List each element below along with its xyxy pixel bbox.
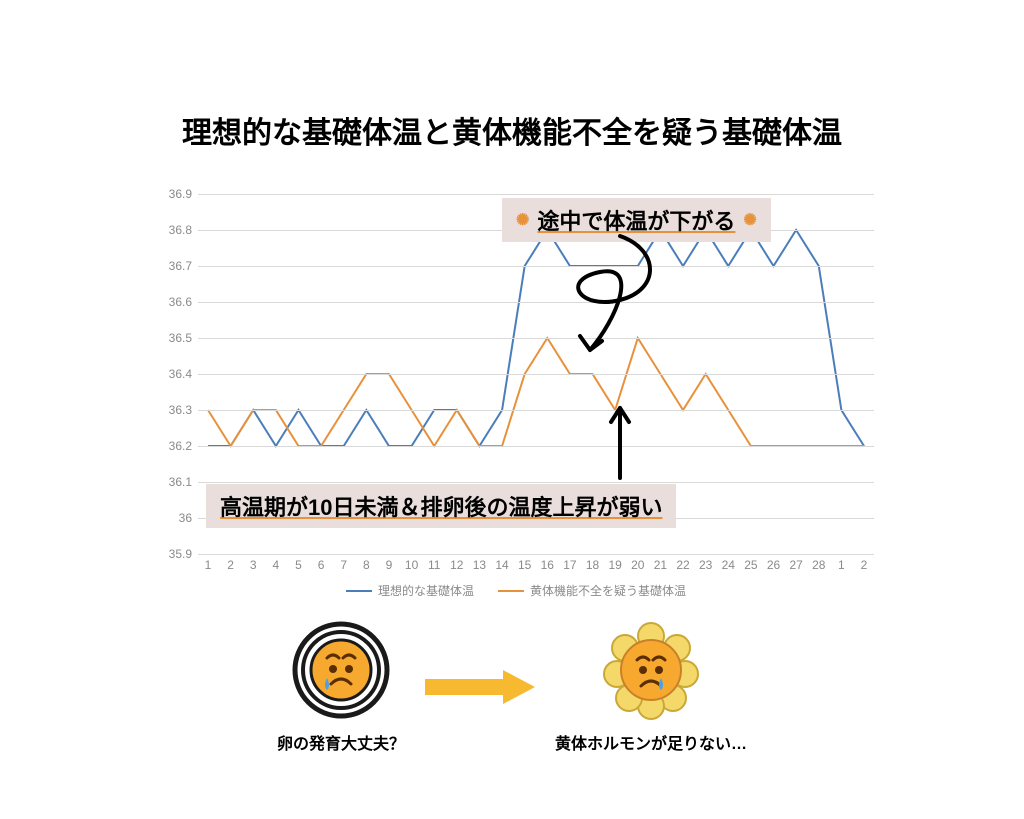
yellow-arrow-icon bbox=[425, 672, 535, 702]
x-axis-tick: 7 bbox=[340, 558, 347, 572]
x-axis-tick: 15 bbox=[518, 558, 531, 572]
flower-label: 黄体ホルモンが足りない… bbox=[555, 730, 747, 754]
x-axis-tick: 26 bbox=[767, 558, 780, 572]
annotation-top-text: 途中で体温が下がる bbox=[537, 204, 735, 236]
x-axis-tick: 28 bbox=[812, 558, 825, 572]
x-axis-tick: 10 bbox=[405, 558, 418, 572]
x-axis-tick: 1 bbox=[838, 558, 845, 572]
x-axis-tick: 21 bbox=[654, 558, 667, 572]
x-axis-tick: 2 bbox=[861, 558, 868, 572]
y-axis-tick: 36.3 bbox=[154, 403, 192, 417]
legend-swatch-luteal bbox=[498, 590, 524, 592]
gridline bbox=[198, 446, 874, 447]
x-axis-tick: 6 bbox=[318, 558, 325, 572]
y-axis-tick: 35.9 bbox=[154, 547, 192, 561]
gridline bbox=[198, 302, 874, 303]
bottom-illustration-row: 卵の発育大丈夫？ 黄体ホルモンが足りない… bbox=[0, 620, 1024, 754]
x-axis-tick: 16 bbox=[541, 558, 554, 572]
x-axis-tick: 13 bbox=[473, 558, 486, 572]
x-axis-tick: 19 bbox=[608, 558, 621, 572]
legend-label-luteal: 黄体機能不全を疑う基礎体温 bbox=[530, 582, 686, 599]
gridline bbox=[198, 482, 874, 483]
legend-item-ideal: 理想的な基礎体温 bbox=[346, 582, 474, 599]
x-axis-tick: 14 bbox=[495, 558, 508, 572]
x-axis-tick: 5 bbox=[295, 558, 302, 572]
x-axis-tick: 27 bbox=[789, 558, 802, 572]
page-title: 理想的な基礎体温と黄体機能不全を疑う基礎体温 bbox=[0, 108, 1024, 152]
spark-icon: ✺ bbox=[743, 210, 756, 230]
y-axis-tick: 36.7 bbox=[154, 259, 192, 273]
annotation-bottom-text: 高温期が10日未満＆排卵後の温度上昇が弱い bbox=[220, 490, 662, 522]
x-axis-tick: 4 bbox=[273, 558, 280, 572]
title-text: 理想的な基礎体温と黄体機能不全を疑う基礎体温 bbox=[182, 117, 842, 150]
y-axis-tick: 36.9 bbox=[154, 187, 192, 201]
spark-icon: ✺ bbox=[516, 210, 529, 230]
x-axis-tick: 11 bbox=[428, 558, 440, 572]
egg-icon-col: 卵の発育大丈夫？ bbox=[277, 620, 405, 754]
x-axis-tick: 25 bbox=[744, 558, 757, 572]
x-axis-tick: 12 bbox=[450, 558, 463, 572]
gridline bbox=[198, 194, 874, 195]
y-axis-tick: 36.8 bbox=[154, 223, 192, 237]
gridline bbox=[198, 266, 874, 267]
legend-item-luteal: 黄体機能不全を疑う基礎体温 bbox=[498, 582, 686, 599]
x-axis-tick: 23 bbox=[699, 558, 712, 572]
y-axis-tick: 36 bbox=[154, 511, 192, 525]
gridline bbox=[198, 338, 874, 339]
x-axis-tick: 24 bbox=[722, 558, 735, 572]
x-axis-tick: 22 bbox=[676, 558, 689, 572]
bbt-chart: 理想的な基礎体温 黄体機能不全を疑う基礎体温 35.93636.136.236.… bbox=[158, 194, 874, 598]
gridline bbox=[198, 374, 874, 375]
corpus-luteum-sad-icon bbox=[601, 620, 701, 720]
annotation-short-luteal: 高温期が10日未満＆排卵後の温度上昇が弱い bbox=[206, 484, 676, 528]
x-axis-tick: 18 bbox=[586, 558, 599, 572]
egg-label: 卵の発育大丈夫？ bbox=[277, 730, 405, 754]
y-axis-tick: 36.6 bbox=[154, 295, 192, 309]
annotation-temp-drop: ✺ 途中で体温が下がる ✺ bbox=[502, 198, 771, 242]
x-axis-tick: 8 bbox=[363, 558, 370, 572]
gridline bbox=[198, 410, 874, 411]
gridline bbox=[198, 554, 874, 555]
chart-legend: 理想的な基礎体温 黄体機能不全を疑う基礎体温 bbox=[158, 582, 874, 599]
x-axis-tick: 20 bbox=[631, 558, 644, 572]
y-axis-tick: 36.4 bbox=[154, 367, 192, 381]
egg-worried-icon bbox=[291, 620, 391, 720]
x-axis-tick: 3 bbox=[250, 558, 257, 572]
x-axis-tick: 1 bbox=[205, 558, 212, 572]
series-line bbox=[208, 338, 864, 446]
y-axis-tick: 36.1 bbox=[154, 475, 192, 489]
x-axis-tick: 9 bbox=[386, 558, 393, 572]
x-axis-tick: 2 bbox=[227, 558, 234, 572]
legend-label-ideal: 理想的な基礎体温 bbox=[378, 582, 474, 599]
y-axis-tick: 36.5 bbox=[154, 331, 192, 345]
flower-icon-col: 黄体ホルモンが足りない… bbox=[555, 620, 747, 754]
x-axis-tick: 17 bbox=[563, 558, 576, 572]
y-axis-tick: 36.2 bbox=[154, 439, 192, 453]
legend-swatch-ideal bbox=[346, 590, 372, 592]
